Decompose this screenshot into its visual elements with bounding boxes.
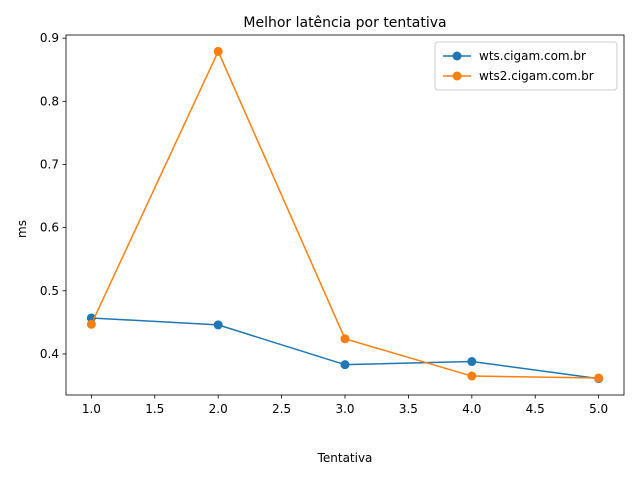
y-tick-label: 0.9	[40, 31, 59, 45]
legend-item: wts.cigam.com.br	[443, 49, 586, 63]
y-tick-label: 0.5	[40, 284, 59, 298]
x-tick-label: 5.0	[589, 402, 608, 416]
x-tick-label: 2.5	[272, 402, 291, 416]
data-point	[467, 357, 477, 367]
data-point	[213, 46, 223, 56]
x-tick-label: 1.5	[145, 402, 164, 416]
chart-title: Melhor latência por tentativa	[243, 15, 446, 31]
x-tick-label: 1.0	[82, 402, 101, 416]
data-point	[213, 320, 223, 330]
y-tick-label: 0.7	[40, 157, 59, 171]
x-axis-label: Tentativa	[317, 451, 373, 465]
x-tick-label: 4.5	[526, 402, 545, 416]
series-2	[86, 46, 604, 383]
legend-swatch-marker	[452, 71, 462, 81]
legend-label: wts.cigam.com.br	[479, 49, 586, 63]
x-tick-label: 3.5	[399, 402, 418, 416]
y-tick-label: 0.4	[40, 347, 59, 361]
data-point	[86, 319, 96, 329]
legend-box	[434, 41, 618, 91]
y-axis-label: ms	[15, 220, 29, 238]
legend: wts.cigam.com.br wts2.cigam.com.br	[434, 41, 618, 91]
y-tick-label: 0.6	[40, 221, 59, 235]
series-line	[90, 50, 599, 379]
y-tick-label: 0.8	[40, 94, 59, 108]
legend-swatch-marker	[452, 51, 462, 61]
legend-item: wts2.cigam.com.br	[443, 69, 594, 83]
data-point	[340, 360, 350, 370]
x-tick-label: 2.0	[209, 402, 228, 416]
x-tick-label: 4.0	[462, 402, 481, 416]
x-tick-label: 3.0	[335, 402, 354, 416]
y-axis: 0.4 0.5 0.6 0.7 0.8 0.9	[40, 31, 66, 361]
legend-label: wts2.cigam.com.br	[479, 69, 594, 83]
data-point	[340, 334, 350, 344]
x-axis: 1.0 1.5 2.0 2.5 3.0 3.5 4.0 4.5 5.0	[82, 395, 608, 416]
series-1	[86, 313, 604, 384]
series-line	[91, 317, 599, 380]
data-point	[467, 371, 477, 381]
data-point	[594, 373, 604, 383]
series-layer	[86, 46, 604, 384]
